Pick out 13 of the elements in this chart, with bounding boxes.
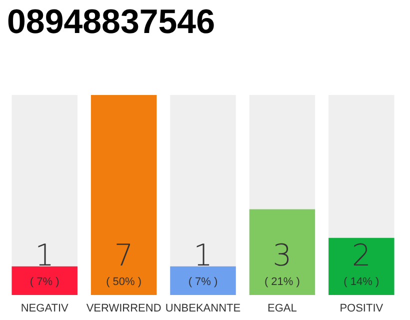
bar bbox=[170, 266, 236, 295]
data-label: 1 ( 7% ) bbox=[30, 238, 60, 288]
data-label: 7 ( 50% ) bbox=[106, 238, 142, 288]
chart-title: 08948837546 bbox=[7, 3, 216, 41]
data-label: 2 ( 14% ) bbox=[344, 238, 380, 288]
data-label: 3 ( 21% ) bbox=[264, 238, 300, 288]
x-tick-label: VERWIRREND bbox=[86, 302, 162, 314]
x-tick-label: NEGATIV bbox=[20, 302, 69, 314]
x-tick-label: EGAL bbox=[268, 302, 297, 314]
x-tick-label: UNBEKANNTE bbox=[165, 302, 241, 314]
bar bbox=[12, 266, 78, 295]
x-tick-label: POSITIV bbox=[340, 302, 384, 314]
data-label: 1 ( 7% ) bbox=[188, 238, 218, 288]
